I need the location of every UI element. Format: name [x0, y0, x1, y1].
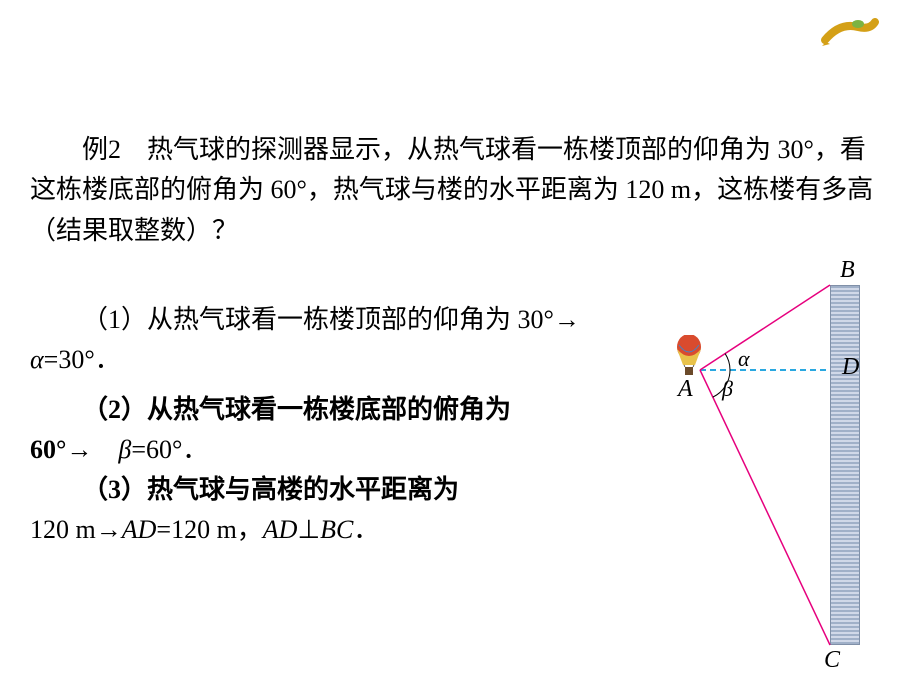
- step-3-eq: =120 m，: [156, 515, 262, 544]
- geometry-diagram: A B C D α β: [630, 270, 890, 670]
- step-1-text: （1）从热气球看一栋楼顶部的仰角为 30°→: [82, 305, 606, 334]
- perp-symbol: ⊥: [297, 515, 320, 544]
- angle-alpha-label: α: [738, 346, 750, 372]
- beta-var: β: [118, 435, 131, 464]
- point-c-label: C: [824, 647, 840, 674]
- step-2-eq: =60°．: [131, 435, 208, 464]
- angle-beta-label: β: [722, 376, 733, 402]
- step-2-line2: 60°→ β=60°．: [30, 430, 620, 470]
- step-3-dist: 120 m→: [30, 515, 122, 544]
- ad-var-1: AD: [122, 515, 157, 544]
- step-1: （1）从热气球看一栋楼顶部的仰角为 30°→ α=30°．: [30, 300, 620, 381]
- step-3-line2: 120 m→AD=120 m，AD⊥BC．: [30, 510, 620, 550]
- example-question: 例2 热气球的探测器显示，从热气球看一栋楼顶部的仰角为 30°，看这栋楼底部的俯…: [30, 130, 890, 251]
- point-d-label: D: [842, 354, 859, 381]
- ad-var-2: AD: [263, 515, 298, 544]
- step-2-angle: 60°→: [30, 435, 118, 464]
- balloon-icon: [675, 335, 703, 379]
- point-a-label: A: [678, 376, 693, 403]
- step-2-line1: （2）从热气球看一栋楼底部的俯角为: [30, 390, 620, 430]
- bc-var: BC: [320, 515, 353, 544]
- alpha-var: α: [30, 345, 44, 374]
- step-3-period: ．: [353, 515, 379, 544]
- logo-icon: [820, 12, 880, 52]
- step-3-line1: （3）热气球与高楼的水平距离为: [30, 470, 620, 510]
- step-1-eq: =30°．: [44, 345, 121, 374]
- diagram-svg: [630, 270, 890, 670]
- point-b-label: B: [840, 257, 855, 284]
